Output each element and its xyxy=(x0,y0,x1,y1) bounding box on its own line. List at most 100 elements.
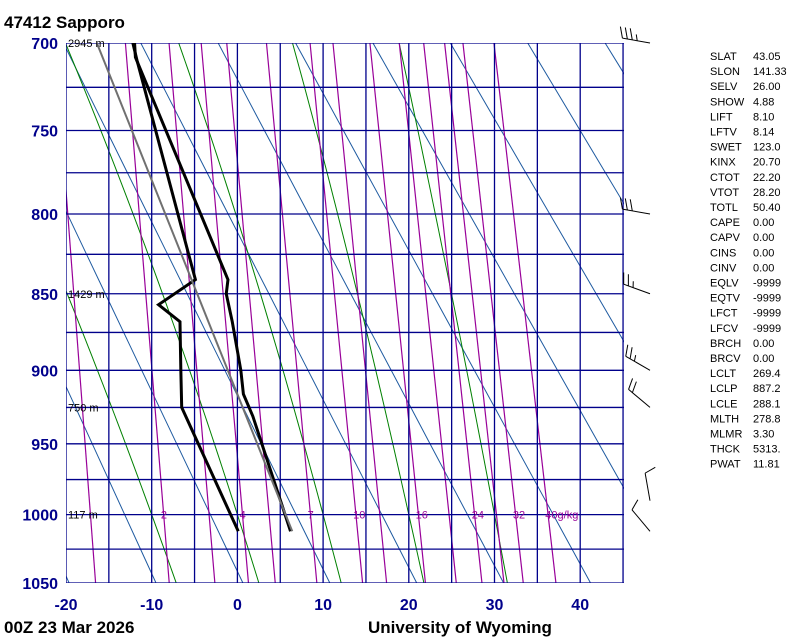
mixing-ratio-label: 16 xyxy=(416,510,428,522)
index-name: PWAT xyxy=(710,459,741,471)
wind-barbs xyxy=(619,26,656,532)
pressure-tick-label: 900 xyxy=(31,363,58,380)
wind-barb xyxy=(619,197,651,215)
index-name: LCLP xyxy=(710,383,738,395)
barb-feather xyxy=(619,26,623,39)
temperature-tick-label: 40 xyxy=(571,597,589,614)
height-label: 1429 m xyxy=(68,289,105,301)
index-value: -9999 xyxy=(753,323,781,335)
index-name: CINV xyxy=(710,262,737,274)
index-value: -9999 xyxy=(753,278,781,290)
dry-adiabat xyxy=(140,43,418,583)
mixing-ratio-label: 40g/kg xyxy=(545,510,578,522)
barb-feather xyxy=(629,28,633,40)
mixing-ratio-line xyxy=(493,43,557,583)
index-name: LFTV xyxy=(710,127,738,139)
index-name: LIFT xyxy=(710,111,733,123)
index-value: 0.00 xyxy=(753,353,774,365)
mixing-ratio-label: 24 xyxy=(472,510,484,522)
dry-adiabat xyxy=(66,385,157,583)
observation-time: 00Z 23 Mar 2026 xyxy=(4,618,134,637)
station-title: 47412 Sapporo xyxy=(4,13,125,32)
index-value: 50.40 xyxy=(753,202,781,214)
wind-barb xyxy=(619,26,651,44)
mixing-ratio-line xyxy=(168,43,216,583)
index-name: CTOT xyxy=(710,172,740,184)
temperature-tick-label: 10 xyxy=(314,597,332,614)
index-name: KINX xyxy=(710,157,736,169)
dry-adiabat xyxy=(217,43,505,583)
mixing-ratio-line xyxy=(226,43,276,583)
barb-shaft xyxy=(625,355,651,371)
index-value: 123.0 xyxy=(753,142,781,154)
barb-feather xyxy=(644,466,656,474)
mixing-ratio-line xyxy=(369,43,427,583)
mixing-ratio-line xyxy=(66,182,97,583)
barb-feather xyxy=(619,197,623,210)
pressure-tick-label: 1050 xyxy=(22,576,58,593)
wind-barb xyxy=(623,272,651,295)
mixing-ratio-line xyxy=(0,43,6,583)
moist-adiabat xyxy=(178,43,342,583)
index-name: SELV xyxy=(710,81,738,93)
mixing-ratio-line xyxy=(200,43,250,583)
index-name: MLTH xyxy=(710,413,739,425)
barb-half-feather xyxy=(635,34,638,41)
barb-shaft xyxy=(644,473,651,501)
index-name: SLAT xyxy=(710,51,737,63)
temperature-tick-label: 20 xyxy=(400,597,418,614)
barb-feather xyxy=(624,198,628,211)
parcel-line xyxy=(95,43,294,532)
wind-barb xyxy=(628,378,651,408)
temperature-line xyxy=(133,43,292,532)
barb-feather xyxy=(631,381,637,393)
index-value: 141.33 xyxy=(753,66,787,78)
index-name: LCLE xyxy=(710,398,738,410)
mixing-ratio-line xyxy=(332,43,388,583)
index-name: SLON xyxy=(710,66,740,78)
barb-shaft xyxy=(628,389,651,408)
moist-adiabat xyxy=(66,289,177,583)
mixing-ratio-line xyxy=(309,43,364,583)
index-value: 278.8 xyxy=(753,413,781,425)
index-value: 0.00 xyxy=(753,262,774,274)
temperature-tick-label: -10 xyxy=(140,597,163,614)
dewpoint-line xyxy=(131,43,240,532)
dry-adiabat xyxy=(527,43,624,205)
index-value: 8.10 xyxy=(753,111,774,123)
mixing-ratio-label: 7 xyxy=(308,510,314,522)
barb-feather xyxy=(631,499,639,511)
wind-barb xyxy=(631,499,651,532)
axis-labels: 700 750 800 850 900 950 1000 1050 -20 -10 0 10 20 30 4… xyxy=(22,36,589,614)
index-value: 887.2 xyxy=(753,383,781,395)
height-label: 750 m xyxy=(68,402,99,414)
index-value: 43.05 xyxy=(753,51,781,63)
index-name: VTOT xyxy=(710,187,739,199)
pressure-tick-label: 1000 xyxy=(22,508,58,525)
index-name: LFCT xyxy=(710,308,738,320)
index-value: 269.4 xyxy=(753,368,781,380)
wind-barb xyxy=(644,466,656,501)
index-value: 3.30 xyxy=(753,429,774,441)
index-name: SWET xyxy=(710,142,742,154)
mixing-ratio-label: 32 xyxy=(513,510,525,522)
mixing-ratio-line xyxy=(265,43,318,583)
pressure-tick-label: 750 xyxy=(31,124,58,141)
barb-half-feather xyxy=(633,354,637,362)
pressure-tick-label: 850 xyxy=(31,287,58,304)
stability-indices: SLAT 43.05 SLON 141.33 SELV 26.00 SHOW 4.88 LIFT… xyxy=(710,51,787,471)
index-value: 4.88 xyxy=(753,96,774,108)
index-name: TOTL xyxy=(710,202,738,214)
dry-adiabat xyxy=(683,43,800,583)
mixing-ratio-label: 2 xyxy=(161,510,167,522)
barb-shaft xyxy=(631,509,651,532)
index-name: LCLT xyxy=(710,368,736,380)
index-value: -9999 xyxy=(753,293,781,305)
index-name: EQTV xyxy=(710,293,741,305)
temperature-tick-label: 30 xyxy=(486,597,504,614)
index-name: THCK xyxy=(710,444,741,456)
mixing-ratio-label: 4 xyxy=(240,510,246,522)
index-value: 0.00 xyxy=(753,247,774,259)
barb-feather xyxy=(624,27,628,40)
mixing-ratio-label: 10 xyxy=(353,510,365,522)
